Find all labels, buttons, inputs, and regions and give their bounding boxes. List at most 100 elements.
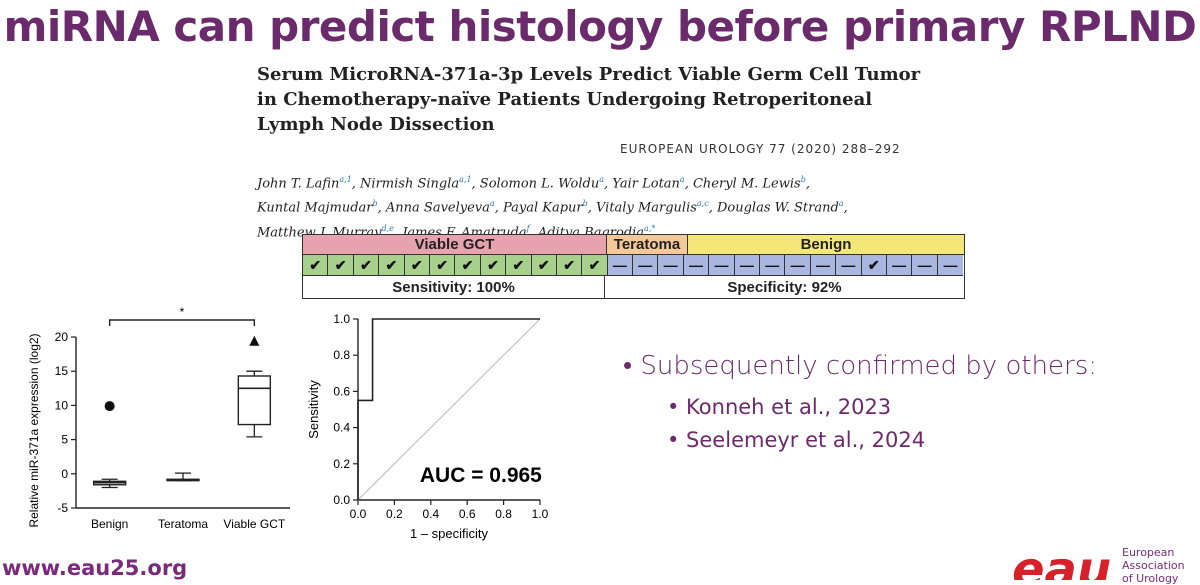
author-affiliation: b [582,199,588,209]
author-affiliation: d,e [381,223,394,233]
org-name-line: of Urology [1122,572,1179,585]
x-tick-label: 0.2 [386,507,403,521]
x-tick-label: 0.4 [422,507,439,521]
y-axis-label: Sensitivity [306,380,321,439]
dash-icon: — [709,255,735,276]
author-affiliation: b [800,175,806,184]
grid-marks-row: ✔ ✔ ✔ ✔ ✔ ✔ ✔ ✔ ✔ ✔ ✔ ✔ — — — — — — — — — — ✔ — — — [303,255,964,276]
box [237,375,272,426]
grid-header-viable-gct: Viable GCT [303,235,607,255]
author-affiliation: a,* [644,223,656,233]
y-tick-label: 0.2 [333,457,350,471]
author-affiliation: a,1 [339,175,352,184]
dash-icon: — [810,255,837,276]
check-icon: ✔ [480,255,507,276]
category-label: Viable GCT [223,517,285,531]
x-tick-label: 0.8 [495,507,512,521]
author-affiliation: a [489,199,495,209]
author-affiliation: b [372,199,378,209]
grid-header-row: Viable GCT Teratoma Benign [303,235,964,255]
specificity-label: Specificity: 92% [727,278,842,296]
check-icon: ✔ [582,255,608,276]
y-tick-label: 10 [55,398,69,412]
category-label: Benign [91,517,128,531]
journal-citation: EUROPEAN UROLOGY 77 (2020) 288–292 [620,142,901,156]
dash-icon: — [886,255,913,276]
outlier-point [104,401,115,412]
eau-logo: eau [1012,546,1111,580]
grid-header-teratoma: Teratoma [607,235,688,255]
author-list: John T. Lafina,1, Nirmish Singlaa,1, Sol… [257,175,848,240]
author-name: Vitaly Margulis [596,200,697,216]
roc-curve [357,318,540,500]
category-label: Teratoma [158,517,208,531]
check-icon: ✔ [556,255,583,276]
org-name-line: Association [1122,559,1185,572]
author-name: Douglas W. Strand [716,200,839,216]
x-tick-label: 1.0 [532,507,549,521]
dash-icon: — [658,255,684,276]
y-tick-label: 0.0 [333,493,350,507]
check-icon: ✔ [429,255,456,276]
author-name: Cheryl M. Lewis [692,176,801,192]
check-icon: ✔ [861,255,887,276]
y-tick-label: 15 [55,364,69,378]
dash-icon: — [785,255,811,276]
author-name: Anna Savelyeva [385,200,490,216]
author-affiliation: a,c [696,199,709,209]
paper-title-line: Lymph Node Dissection [257,114,495,135]
histology-grid: Viable GCT Teratoma Benign ✔ ✔ ✔ ✔ ✔ ✔ ✔ ✔ ✔ ✔ ✔ ✔ —… [302,234,965,299]
paper-title-line: in Chemotherapy-naïve Patients Undergoin… [257,89,873,110]
y-tick-label: 0.8 [333,348,350,362]
roc-chart: 0.00.0 0.2 0.2 0.4 0.4 0.6 0.6 0.8 0.8 1.0 1.0 1 – … [306,312,549,541]
bullet-main: • Subsequently confirmed by others: [623,351,1098,381]
org-name-line: European [1122,546,1175,559]
dash-icon: — [760,255,786,276]
author-affiliation: a [599,175,605,184]
author-affiliation: a,1 [459,175,472,184]
org-name: European Association of Urology [1122,546,1185,585]
x-tick-label: 0.0 [350,507,367,521]
author-name: Payal Kapur [502,200,583,216]
bullet-sub-konneh: • Konneh et al., 2023 [667,395,892,419]
bullet-sub-seelemeyr: • Seelemeyr et al., 2024 [667,428,926,452]
author-name: Solomon L. Woldu [479,176,600,192]
check-icon: ✔ [531,255,557,276]
slide-title: miRNA can predict histology before prima… [3,2,1197,51]
y-tick-label: 0.6 [333,384,350,398]
author-name: Yair Lotan [612,176,680,192]
x-axis-label: 1 – specificity [410,526,489,541]
check-icon: ✔ [379,255,405,276]
check-icon: ✔ [353,255,380,276]
dash-icon: — [633,255,659,276]
check-icon: ✔ [506,255,532,276]
sensitivity-label: Sensitivity: 100% [303,276,605,298]
auc-annotation: AUC = 0.965 [420,464,542,487]
paper-title-line: Serum MicroRNA-371a-3p Levels Predict Vi… [257,64,921,85]
author-affiliation: f [526,223,530,233]
grid-footer-row: Sensitivity: 100% Specificity: 92% [303,276,964,298]
y-tick-label: 0.4 [333,421,350,435]
dash-icon: — [937,255,964,276]
outlier-point [249,335,260,346]
y-tick-label: 20 [55,330,69,344]
y-tick-label: 5 [61,433,68,447]
dash-icon: — [734,255,761,276]
check-icon: ✔ [404,255,430,276]
y-tick-label: 0 [61,467,68,481]
y-tick-label: 1.0 [333,312,350,326]
dash-icon: — [683,255,710,276]
author-name: Nirmish Singla [360,176,460,192]
author-affiliation: a [679,175,685,184]
y-tick-label: -5 [57,501,68,515]
author-affiliation: a [838,199,844,209]
reference-diagonal [357,318,541,501]
boxplot-chart: -5 0 5 10 15 20 Relative miR-371a expression (… [27,305,290,531]
footer-url[interactable]: www.eau25.org [2,556,188,580]
dash-icon: — [912,255,938,276]
significance-bracket [108,319,256,326]
significance-marker: * [180,305,185,319]
check-icon: ✔ [328,255,354,276]
check-icon: ✔ [303,255,329,276]
dash-icon: — [607,255,634,276]
